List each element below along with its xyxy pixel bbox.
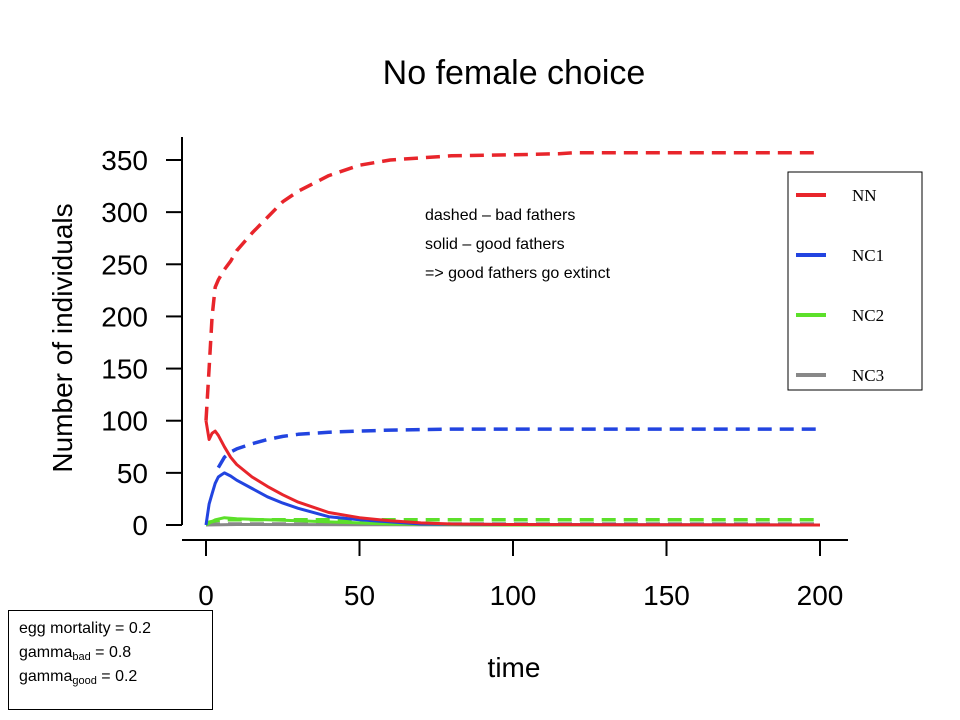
gamma-good-text: gammagood = 0.2 [19, 665, 202, 689]
legend-label-nc3: NC3 [852, 366, 884, 385]
annotation-note: dashed – bad fathers solid – good father… [425, 207, 611, 282]
y-tick-label: 350 [101, 145, 148, 176]
gamma-good-subscript: good [72, 675, 97, 687]
axes: 0 50 100 150 200 250 300 350 0 50 100 150 200 [101, 137, 848, 611]
y-tick-label: 200 [101, 301, 148, 332]
series-nc1-solid [204, 471, 821, 527]
x-tick-label: 100 [490, 580, 537, 611]
annotation-line-1: dashed – bad fathers [425, 207, 575, 224]
x-tick-label: 0 [198, 580, 214, 611]
egg-mortality-text: egg mortality = 0.2 [19, 620, 152, 637]
annotation-line-2: solid – good fathers [425, 236, 565, 253]
series-nn-dashed [204, 150, 820, 421]
y-tick-label: 100 [101, 406, 148, 437]
gamma-good-value: = 0.2 [96, 668, 138, 685]
annotation-line-3: => good fathers go extinct [425, 265, 611, 282]
gamma-bad-subscript: bad [72, 651, 91, 663]
x-tick-label: 150 [643, 580, 690, 611]
y-tick-label: 150 [101, 354, 148, 385]
legend-box [787, 171, 923, 391]
legend-label-nc1: NC1 [852, 246, 884, 265]
parameter-box: egg mortality = 0.2 gammabad = 0.8 gamma… [8, 610, 213, 710]
series-nc1-dashed [216, 427, 820, 469]
series-layer [204, 150, 821, 527]
y-axis-label: Number of individuals [47, 203, 78, 472]
x-axis-label: time [488, 652, 541, 683]
gamma-bad-text: gammabad = 0.8 [19, 641, 202, 665]
legend-label-nc2: NC2 [852, 306, 884, 325]
y-tick-label: 300 [101, 197, 148, 228]
y-tick-label: 250 [101, 249, 148, 280]
x-tick-label: 200 [797, 580, 844, 611]
gamma-bad-value: = 0.8 [90, 644, 132, 661]
y-tick-label: 0 [132, 510, 148, 541]
chart-title: No female choice [383, 54, 646, 92]
series-nn-solid [204, 420, 821, 527]
gamma-good-label: gamma [19, 668, 73, 685]
legend: NN NC1 NC2 NC3 [787, 171, 923, 391]
gamma-bad-label: gamma [19, 644, 73, 661]
legend-label-nn: NN [852, 186, 877, 205]
y-tick-label: 50 [117, 458, 148, 489]
x-tick-label: 50 [344, 580, 375, 611]
